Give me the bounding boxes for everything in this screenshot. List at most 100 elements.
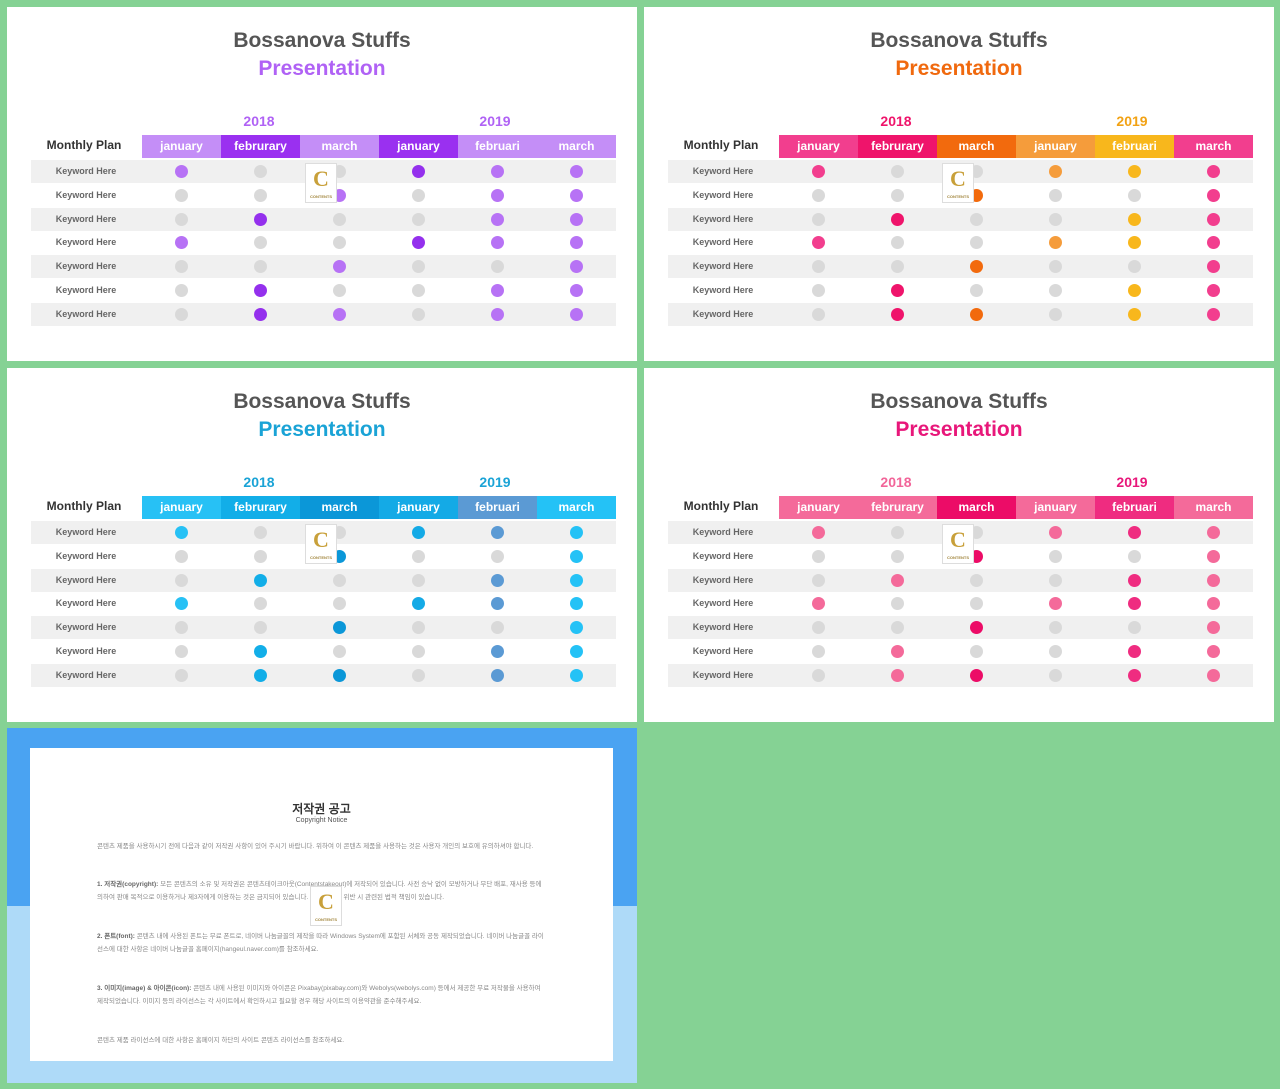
- watermark-letter: C: [950, 166, 966, 191]
- slide-subtitle: Presentation: [258, 418, 386, 441]
- schedule-dot: [570, 621, 583, 634]
- month-header: februrary: [221, 496, 300, 519]
- schedule-dot: [1128, 597, 1141, 610]
- schedule-dot: [254, 526, 267, 539]
- schedule-dot: [891, 260, 904, 273]
- table-row: Keyword Here: [668, 640, 1253, 663]
- schedule-dot: [333, 308, 346, 321]
- keyword-label: Keyword Here: [692, 670, 754, 680]
- schedule-dot: [491, 189, 504, 202]
- schedule-dot: [491, 574, 504, 587]
- notice-font: 2. 폰트(font): 콘텐츠 내에 사용된 폰트는 무료 폰트로, 네이버 …: [97, 930, 547, 956]
- schedule-dot: [1128, 213, 1141, 226]
- notice-image: 3. 이미지(image) & 아이콘(icon): 콘텐츠 내에 사용된 이미…: [97, 982, 547, 1008]
- schedule-dot: [1049, 213, 1062, 226]
- schedule-dot: [412, 284, 425, 297]
- schedule-dot: [812, 308, 825, 321]
- keyword-label: Keyword Here: [55, 190, 117, 200]
- month-header: january: [379, 496, 458, 519]
- keyword-label: Keyword Here: [692, 646, 754, 656]
- watermark-text: CONTENTS: [947, 555, 969, 560]
- schedule-dot: [570, 574, 583, 587]
- schedule-dot: [891, 645, 904, 658]
- schedule-dot: [412, 260, 425, 273]
- month-header: march: [300, 496, 379, 519]
- slide-subtitle: Presentation: [895, 57, 1023, 80]
- schedule-slide-blue: Bossanova Stuffs Presentation 2018 2019 Mont…: [7, 368, 637, 722]
- schedule-dot: [1207, 621, 1220, 634]
- watermark-letter: C: [313, 166, 329, 191]
- schedule-dot: [970, 284, 983, 297]
- schedule-dot: [970, 621, 983, 634]
- keyword-label: Keyword Here: [692, 237, 754, 247]
- notice-copyright-body: 모든 콘텐츠의 소유 및 저작권은 콘텐츠테이크아웃(Contentstakeo…: [97, 881, 542, 901]
- schedule-dot: [570, 189, 583, 202]
- schedule-dot: [412, 597, 425, 610]
- schedule-dot: [333, 621, 346, 634]
- schedule-slide-purple: Bossanova Stuffs Presentation 2018 2019 Mont…: [7, 7, 637, 361]
- monthly-plan-label: Monthly Plan: [683, 138, 759, 152]
- schedule-dot: [1049, 526, 1062, 539]
- schedule-dot: [491, 284, 504, 297]
- schedule-dot: [412, 526, 425, 539]
- watermark-letter: C: [318, 889, 334, 914]
- schedule-dot: [412, 165, 425, 178]
- schedule-dot: [891, 574, 904, 587]
- schedule-dot: [970, 236, 983, 249]
- table-row: Keyword Here: [668, 303, 1253, 326]
- schedule-dot: [891, 597, 904, 610]
- schedule-dot: [891, 236, 904, 249]
- month-header: march: [1174, 496, 1253, 519]
- year-2019: 2019: [479, 113, 511, 129]
- schedule-dot: [1128, 189, 1141, 202]
- schedule-dot: [1207, 526, 1220, 539]
- schedule-dot: [254, 236, 267, 249]
- slide-title: Bossanova Stuffs: [870, 29, 1048, 52]
- copyright-notice-slide: 저작권 공고 Copyright Notice 콘텐츠 제품을 사용하시기 전에…: [7, 728, 637, 1083]
- schedule-dot: [491, 260, 504, 273]
- schedule-dot: [970, 669, 983, 682]
- schedule-dot: [812, 189, 825, 202]
- month-header: january: [1016, 496, 1095, 519]
- month-header: februari: [1095, 496, 1174, 519]
- schedule-dot: [333, 597, 346, 610]
- keyword-label: Keyword Here: [692, 214, 754, 224]
- notice-font-body: 콘텐츠 내에 사용된 폰트는 무료 폰트로, 네이버 나눔글꼴의 제작을 따라 …: [97, 933, 544, 953]
- table-row: Keyword Here: [31, 569, 616, 592]
- month-header: january: [1016, 135, 1095, 158]
- month-header: march: [937, 135, 1016, 158]
- schedule-dot: [175, 213, 188, 226]
- schedule-dot: [1049, 669, 1062, 682]
- month-header: februari: [1095, 135, 1174, 158]
- watermark-letter: C: [313, 527, 329, 552]
- table-row: Keyword Here: [31, 545, 616, 568]
- schedule-dot: [333, 236, 346, 249]
- slide-subtitle: Presentation: [258, 57, 386, 80]
- month-header: march: [537, 496, 616, 519]
- watermark-text: CONTENTS: [947, 194, 969, 199]
- schedule-dot: [412, 189, 425, 202]
- schedule-dot: [254, 621, 267, 634]
- schedule-dot: [333, 669, 346, 682]
- keyword-label: Keyword Here: [692, 598, 754, 608]
- month-header: march: [300, 135, 379, 158]
- watermark-logo: C CONTENTS: [305, 163, 337, 203]
- slide-title: Bossanova Stuffs: [233, 390, 411, 413]
- schedule-dot: [570, 236, 583, 249]
- schedule-dot: [412, 308, 425, 321]
- schedule-dot: [254, 213, 267, 226]
- schedule-dot: [812, 669, 825, 682]
- table-row: Keyword Here: [668, 664, 1253, 687]
- schedule-dot: [1207, 550, 1220, 563]
- notice-image-head: 3. 이미지(image) & 아이콘(icon):: [97, 985, 192, 992]
- table-row: Keyword Here: [668, 279, 1253, 302]
- schedule-dot: [570, 597, 583, 610]
- schedule-dot: [812, 645, 825, 658]
- schedule-dot: [491, 550, 504, 563]
- schedule-dot: [970, 574, 983, 587]
- keyword-label: Keyword Here: [55, 575, 117, 585]
- month-header: january: [379, 135, 458, 158]
- month-header: februrary: [221, 135, 300, 158]
- schedule-dot: [1049, 621, 1062, 634]
- schedule-dot: [491, 669, 504, 682]
